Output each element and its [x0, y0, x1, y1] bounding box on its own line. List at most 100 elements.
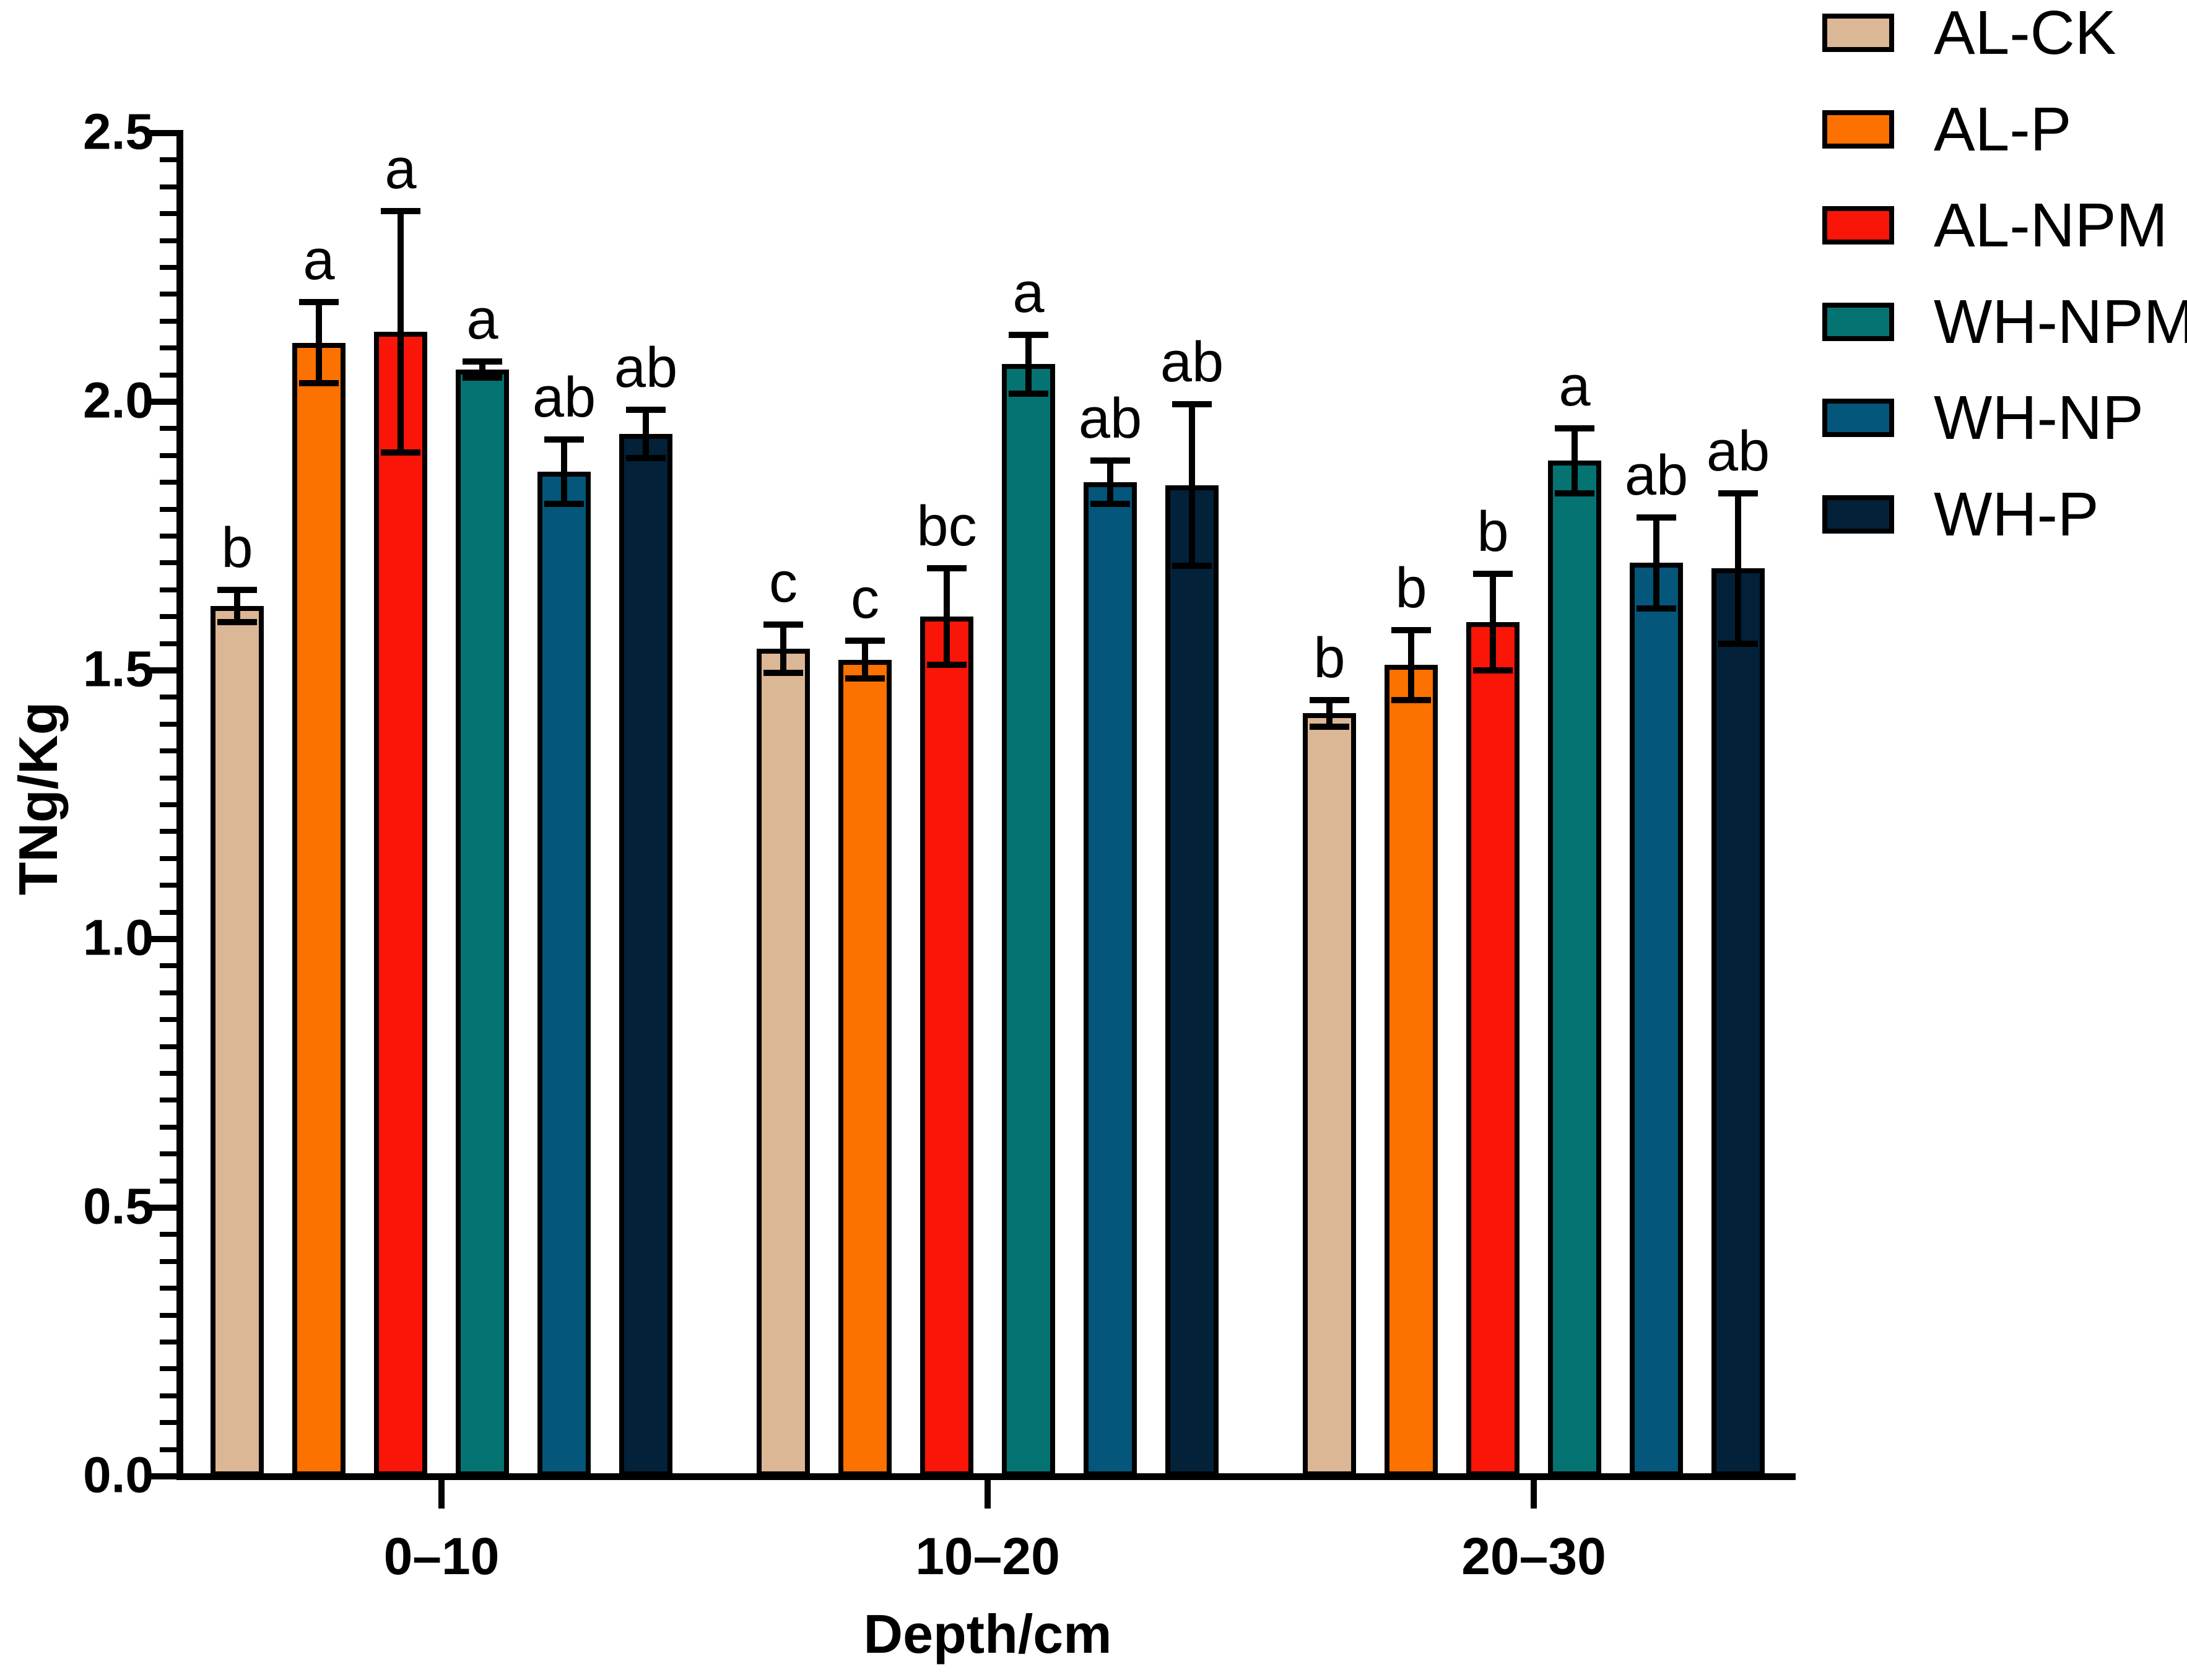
y-minor-tick — [159, 775, 176, 781]
y-minor-tick — [159, 238, 176, 243]
x-tick — [985, 1479, 991, 1509]
error-bar-cap-bottom — [1310, 724, 1349, 730]
bar-wh-np-10-20 — [1084, 482, 1137, 1476]
y-minor-tick — [159, 695, 176, 700]
error-bar-line — [561, 439, 567, 504]
bar-al-ck-10-20 — [757, 649, 810, 1476]
error-bar-cap-top — [544, 436, 584, 443]
bar-al-npm-0-10 — [374, 332, 427, 1476]
y-minor-tick — [159, 855, 176, 861]
y-minor-tick — [159, 1286, 176, 1291]
error-bar-cap-top — [626, 407, 666, 414]
y-minor-tick — [159, 1258, 176, 1264]
legend-label-wh-npm: WH-NPM — [1934, 287, 2187, 357]
y-tick-label: 2.0 — [83, 372, 154, 429]
y-tick-label: 2.5 — [83, 103, 154, 160]
y-major-tick — [147, 399, 176, 405]
error-bar-line — [1653, 517, 1659, 609]
y-minor-tick — [159, 1420, 176, 1426]
y-axis-line — [176, 130, 183, 1479]
error-bar-cap-bottom — [1009, 390, 1048, 397]
bar-al-p-10-20 — [838, 659, 892, 1476]
error-bar-cap-bottom — [626, 455, 666, 462]
error-bar-cap-bottom — [1172, 562, 1212, 569]
legend-label-wh-p: WH-P — [1934, 480, 2099, 549]
y-minor-tick — [159, 641, 176, 646]
error-bar-line — [944, 568, 950, 665]
error-bar-line — [234, 589, 240, 622]
bar-al-npm-20-30 — [1466, 621, 1520, 1476]
y-minor-tick — [159, 1098, 176, 1103]
significance-letter: ab — [1160, 331, 1224, 394]
bar-wh-p-20-30 — [1711, 568, 1765, 1476]
error-bar-line — [643, 410, 649, 459]
significance-letter: a — [1012, 261, 1045, 324]
error-bar-cap-top — [463, 358, 502, 365]
error-bar-cap-top — [1473, 570, 1513, 577]
y-minor-tick — [159, 1124, 176, 1130]
x-tick-label: 10–20 — [915, 1527, 1060, 1585]
x-tick — [438, 1479, 445, 1509]
y-minor-tick — [159, 372, 176, 378]
y-minor-tick — [159, 1447, 176, 1452]
significance-letter: ab — [614, 336, 678, 400]
y-minor-tick — [159, 748, 176, 754]
error-bar-line — [1107, 461, 1113, 504]
significance-letter: b — [1477, 500, 1509, 563]
significance-letter: a — [385, 137, 417, 201]
y-minor-tick — [159, 345, 176, 351]
error-bar-cap-bottom — [1473, 667, 1513, 673]
error-bar-cap-top — [845, 638, 885, 644]
y-minor-tick — [159, 318, 176, 324]
y-axis-title: TNg/Kg — [7, 701, 69, 896]
y-minor-tick — [159, 211, 176, 217]
y-major-tick — [147, 1205, 176, 1211]
error-bar-cap-bottom — [1718, 640, 1758, 647]
error-bar-line — [1735, 493, 1741, 644]
y-major-tick — [147, 936, 176, 942]
error-bar-line — [1490, 573, 1496, 670]
y-minor-tick — [159, 480, 176, 485]
error-bar-line — [316, 302, 322, 383]
error-bar-line — [1189, 404, 1195, 566]
y-minor-tick — [159, 1312, 176, 1318]
bar-wh-npm-20-30 — [1548, 461, 1601, 1476]
legend-label-al-npm: AL-NPM — [1934, 191, 2168, 261]
error-bar-line — [862, 641, 868, 678]
significance-letter: ab — [1624, 443, 1689, 507]
y-tick-label: 0.0 — [83, 1447, 154, 1504]
legend-swatch-al-npm — [1822, 206, 1894, 245]
error-bar-cap-bottom — [1637, 605, 1676, 612]
error-bar-cap-top — [763, 621, 803, 628]
y-minor-tick — [159, 1178, 176, 1184]
legend-swatch-al-p — [1822, 110, 1894, 149]
error-bar-line — [1326, 699, 1333, 727]
error-bar-cap-bottom — [544, 500, 584, 507]
legend-label-wh-np: WH-NP — [1934, 383, 2144, 453]
error-bar-line — [398, 210, 404, 453]
significance-letter: ab — [1078, 387, 1142, 451]
bar-wh-np-0-10 — [537, 471, 591, 1476]
error-bar-cap-top — [1090, 457, 1130, 464]
y-minor-tick — [159, 184, 176, 189]
legend-swatch-wh-np — [1822, 399, 1894, 438]
y-tick-label: 1.0 — [83, 909, 154, 966]
y-minor-tick — [159, 721, 176, 727]
significance-letter: ab — [1706, 419, 1770, 483]
error-bar-cap-bottom — [1555, 490, 1594, 496]
significance-letter: bc — [916, 495, 977, 558]
significance-letter: a — [303, 228, 335, 292]
error-bar-cap-top — [299, 299, 339, 306]
error-bar-cap-top — [1718, 490, 1758, 496]
legend-swatch-wh-npm — [1822, 302, 1894, 341]
error-bar-cap-top — [927, 565, 967, 572]
y-minor-tick — [159, 292, 176, 297]
y-minor-tick — [159, 1044, 176, 1049]
significance-letter: b — [1395, 556, 1427, 620]
error-bar-cap-bottom — [1391, 696, 1431, 703]
error-bar-cap-bottom — [845, 675, 885, 682]
legend-label-al-p: AL-P — [1934, 94, 2072, 164]
legend-swatch-wh-p — [1822, 495, 1894, 534]
legend-label-al-ck: AL-CK — [1934, 0, 2116, 67]
error-bar-cap-top — [1555, 425, 1594, 432]
